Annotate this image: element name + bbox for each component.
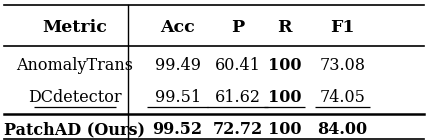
Text: 72.72: 72.72	[212, 121, 263, 138]
Text: DCdetector: DCdetector	[28, 89, 122, 106]
Text: 99.52: 99.52	[152, 121, 203, 138]
Text: AnomalyTrans: AnomalyTrans	[16, 57, 134, 74]
Text: Metric: Metric	[42, 19, 107, 37]
Text: 60.41: 60.41	[214, 57, 261, 74]
Text: F1: F1	[330, 19, 355, 37]
Text: 84.00: 84.00	[317, 121, 368, 138]
Text: 99.49: 99.49	[155, 57, 201, 74]
Text: 61.62: 61.62	[214, 89, 261, 106]
Text: 73.08: 73.08	[319, 57, 366, 74]
Text: 74.05: 74.05	[319, 89, 366, 106]
Text: 100: 100	[268, 57, 301, 74]
Text: Acc: Acc	[160, 19, 195, 37]
Text: 100: 100	[268, 121, 301, 138]
Text: P: P	[231, 19, 244, 37]
Text: R: R	[277, 19, 292, 37]
Text: 100: 100	[268, 89, 301, 106]
Text: PatchAD (Ours): PatchAD (Ours)	[4, 121, 146, 138]
Text: 99.51: 99.51	[155, 89, 201, 106]
